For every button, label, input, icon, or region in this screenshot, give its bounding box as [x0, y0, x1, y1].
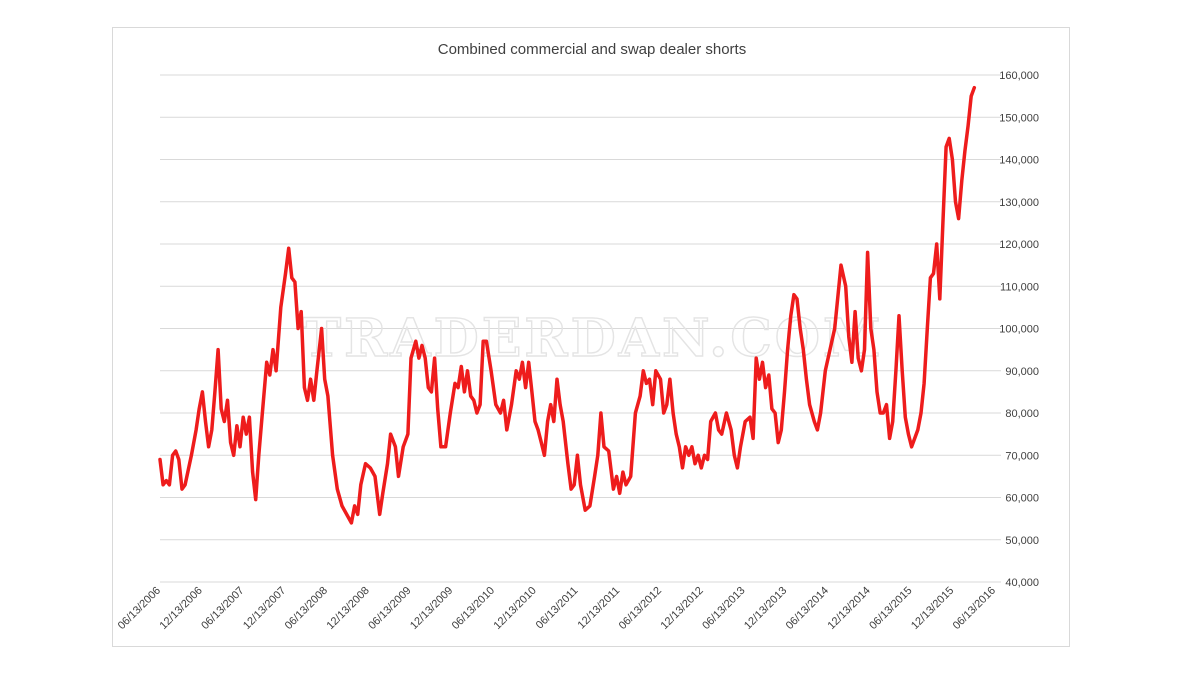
y-tick-label: 130,000 [999, 197, 1039, 209]
y-tick-label: 40,000 [1005, 577, 1039, 589]
series-group [158, 85, 977, 525]
x-tick-label: 12/13/2010 [491, 585, 538, 632]
x-tick-label: 06/13/2015 [867, 585, 914, 632]
x-tick-label: 06/13/2013 [700, 585, 747, 632]
x-tick-label: 12/13/2008 [324, 585, 371, 632]
x-tick-label: 12/13/2013 [742, 585, 789, 632]
x-tick-label: 06/13/2011 [534, 585, 581, 632]
y-tick-label: 50,000 [1005, 535, 1039, 547]
y-tick-label: 70,000 [1005, 450, 1039, 462]
gridlines [160, 74, 1001, 583]
x-tick-label: 06/13/2007 [199, 585, 246, 632]
y-tick-label: 110,000 [1000, 281, 1039, 293]
y-axis-tick-labels: 40,000 50,000 60,000 70,000 80,000 90,000 100,… [999, 70, 1039, 589]
x-axis-tick-labels: 06/13/200612/13/200606/13/200712/13/2007… [116, 585, 998, 632]
series-line [158, 85, 977, 525]
y-tick-label: 60,000 [1005, 493, 1039, 505]
x-tick-label: 06/13/2016 [951, 585, 998, 632]
y-tick-label: 90,000 [1005, 366, 1039, 378]
x-tick-label: 06/13/2010 [450, 585, 497, 632]
x-tick-label: 06/13/2006 [116, 585, 163, 632]
y-tick-label: 100,000 [999, 324, 1039, 336]
x-tick-label: 12/13/2014 [825, 585, 872, 632]
x-tick-label: 12/13/2011 [576, 585, 623, 632]
y-tick-label: 140,000 [999, 155, 1039, 167]
chart-title: Combined commercial and swap dealer shor… [438, 41, 746, 58]
x-tick-label: 06/13/2012 [617, 585, 664, 632]
x-tick-label: 12/13/2012 [658, 585, 705, 632]
y-tick-label: 120,000 [999, 239, 1039, 251]
chart-frame: Combined commercial and swap dealer shor… [112, 27, 1070, 647]
chart-svg: Combined commercial and swap dealer shor… [116, 41, 1039, 632]
x-tick-label: 06/13/2008 [283, 585, 330, 632]
x-tick-label: 12/13/2006 [157, 585, 204, 632]
watermark-text: TRADERDAN.COM [302, 308, 883, 369]
x-tick-label: 06/13/2009 [366, 585, 413, 632]
y-tick-label: 150,000 [999, 112, 1039, 124]
x-tick-label: 12/13/2007 [241, 585, 288, 632]
x-tick-label: 12/13/2009 [408, 585, 455, 632]
x-tick-label: 06/13/2014 [784, 585, 831, 632]
y-tick-label: 160,000 [999, 70, 1039, 82]
y-tick-label: 80,000 [1005, 408, 1039, 420]
x-tick-label: 12/13/2015 [909, 585, 956, 632]
